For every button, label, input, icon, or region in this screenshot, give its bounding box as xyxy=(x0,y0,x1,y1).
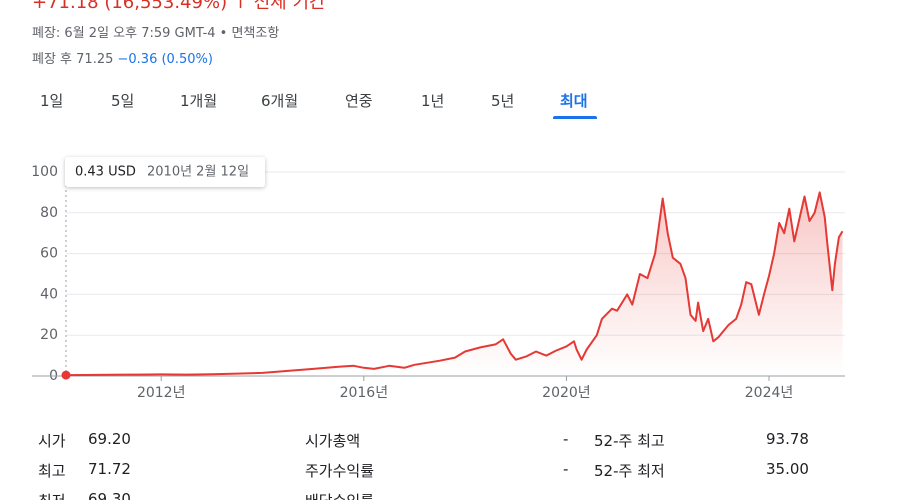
tooltip-date: 2010년 2월 12일 xyxy=(147,165,249,180)
stat-label: 최저 xyxy=(38,490,66,500)
close-info: 폐장: 6월 2일 오후 7:59 GMT-4 • 면책조항 xyxy=(32,26,280,41)
stat-value: 69.20 xyxy=(88,430,131,448)
stat-label: 주가수익률 xyxy=(305,462,375,480)
area xyxy=(66,192,843,376)
stat-label: 시가총액 xyxy=(305,432,361,450)
range-tab[interactable]: 1일 xyxy=(40,92,64,110)
hover-point xyxy=(61,370,71,380)
stat-value: 93.78 xyxy=(766,430,809,448)
stat-label: 최고 xyxy=(38,462,66,480)
after-hours: 폐장 후 71.25 −0.36 (0.50%) xyxy=(32,48,213,67)
y-tick-label: 20 xyxy=(40,327,58,343)
tooltip-box xyxy=(65,157,265,187)
after-hours-label: 폐장 후 xyxy=(32,52,73,67)
range-tab[interactable]: 연중 xyxy=(345,92,373,110)
y-tick-label: 40 xyxy=(40,286,58,302)
stat-value: - xyxy=(563,460,569,478)
stat-value: 35.00 xyxy=(766,460,809,478)
after-hours-price: 71.25 xyxy=(76,52,114,67)
stat-label: 52-주 최고 xyxy=(594,432,665,450)
stat-label: 52-주 최저 xyxy=(594,462,665,480)
stat-value: - xyxy=(563,430,569,448)
y-tick-label: 60 xyxy=(40,246,58,262)
x-tick-label: 2012년 xyxy=(137,385,186,401)
stat-value: 71.72 xyxy=(88,460,131,478)
range-tab[interactable]: 1개월 xyxy=(180,92,218,110)
stat-label: 배당수익률 xyxy=(305,490,374,500)
tooltip-value: 0.43 USD xyxy=(75,165,136,180)
range-tab[interactable]: 5일 xyxy=(111,92,135,110)
price-line xyxy=(65,191,844,377)
range-tab[interactable]: 1년 xyxy=(421,92,445,110)
y-tick-label: 80 xyxy=(40,205,58,221)
tooltip: 0.43 USD 2010년 2월 12일 xyxy=(65,157,265,187)
change-summary: +71.18 (16,553.49%) ↑ 전체 기간 xyxy=(32,0,326,13)
active-tab-underline xyxy=(553,116,597,119)
x-tick-label: 2020년 xyxy=(542,385,591,401)
y-tick-label: 100 xyxy=(31,164,58,180)
x-tick-label: 2016년 xyxy=(340,385,389,401)
range-tab[interactable]: 5년 xyxy=(491,92,515,110)
range-tab[interactable]: 6개월 xyxy=(261,92,299,110)
x-tick-label: 2024년 xyxy=(745,385,794,401)
after-hours-change: −0.36 (0.50%) xyxy=(117,52,213,67)
stat-label: 시가 xyxy=(38,432,66,450)
range-tab[interactable]: 최대 xyxy=(560,92,588,110)
stat-value: 69.30 xyxy=(88,490,131,500)
